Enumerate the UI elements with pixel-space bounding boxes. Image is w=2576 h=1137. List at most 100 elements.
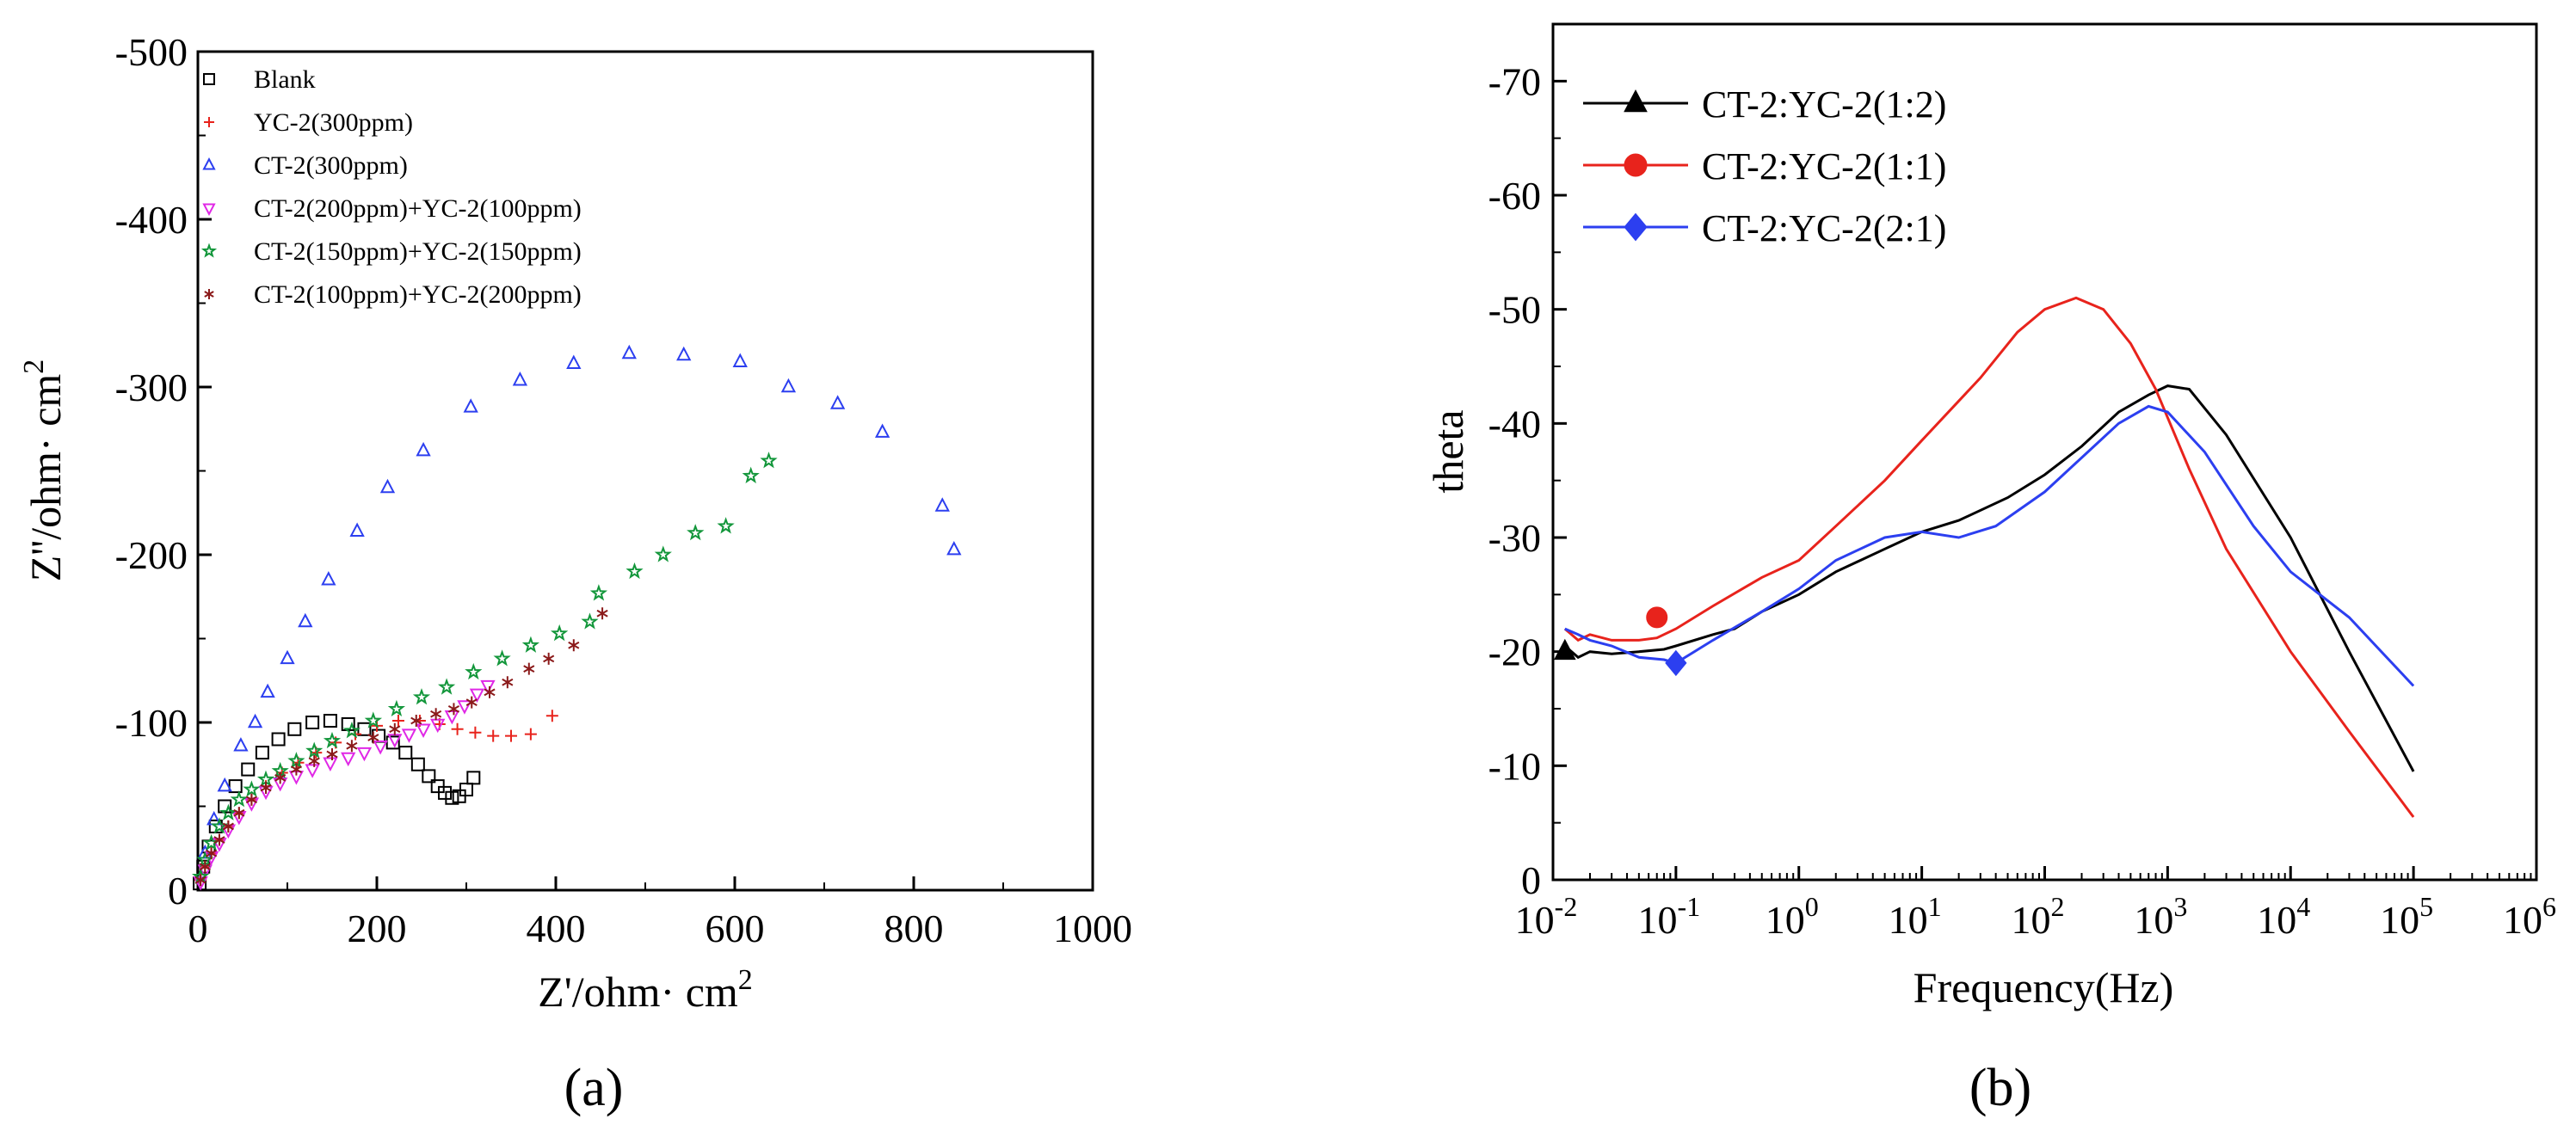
panel-b-ticks: 10-2 10-1 100 101 102 103 104 105 106 0 -10 -20 -30 -… xyxy=(1488,59,2556,942)
data-point xyxy=(621,344,637,360)
legend-label: CT-2:YC-2(1:1) xyxy=(1702,145,1946,187)
y-tick-label: -200 xyxy=(115,533,188,577)
x-tick-label: 200 xyxy=(348,907,407,950)
data-point xyxy=(687,524,705,541)
series-line xyxy=(1563,296,2415,818)
data-point xyxy=(342,722,361,739)
panel-b-plot-frame xyxy=(1551,22,2538,882)
data-point xyxy=(222,820,234,833)
data-point xyxy=(323,731,342,749)
data-point xyxy=(469,726,482,739)
data-point xyxy=(437,678,456,695)
legend-marker xyxy=(202,203,216,217)
data-point xyxy=(524,728,537,741)
panel-a: 0 200 400 600 800 1000 0 -100 -200 -300 -400 -500 B… xyxy=(18,30,1132,1117)
y-tick-label: -10 xyxy=(1488,744,1541,788)
data-point xyxy=(233,807,245,820)
legend-marker xyxy=(1624,89,1648,113)
data-point xyxy=(780,378,797,393)
data-point xyxy=(430,718,446,734)
data-point xyxy=(523,662,535,675)
legend-marker xyxy=(204,117,214,127)
data-point xyxy=(463,398,478,413)
data-point xyxy=(305,741,324,759)
data-point xyxy=(398,746,413,760)
legend-label: CT-2(200ppm)+YC-2(100ppm) xyxy=(254,194,582,223)
legend-label: CT-2:YC-2(2:1) xyxy=(1702,207,1946,249)
data-point xyxy=(457,700,472,715)
data-point xyxy=(356,747,373,762)
data-point xyxy=(280,649,295,665)
data-point xyxy=(194,874,206,887)
data-point xyxy=(373,741,388,755)
legend-label: CT-2(100ppm)+YC-2(200ppm) xyxy=(254,280,582,309)
data-point xyxy=(445,790,459,805)
data-point xyxy=(717,517,735,534)
series-3 xyxy=(197,344,962,859)
data-point xyxy=(298,612,313,628)
y-tick-label: -30 xyxy=(1488,516,1541,560)
data-point xyxy=(543,652,555,665)
panel-b-x-axis-label: Frequency(Hz) xyxy=(1914,963,2174,1011)
data-point xyxy=(230,790,249,808)
panel-a-ticks: 0 200 400 600 800 1000 0 -100 -200 -300 -400 -500 xyxy=(115,30,1132,950)
data-point xyxy=(410,715,422,728)
data-point xyxy=(946,540,962,556)
panel-b-data xyxy=(1554,296,2415,818)
data-point xyxy=(387,699,406,717)
data-point xyxy=(346,740,358,753)
x-tick-label: 104 xyxy=(2257,891,2310,942)
x-tick-label: 800 xyxy=(884,907,944,950)
data-point xyxy=(676,346,692,361)
y-tick-label: -50 xyxy=(1488,288,1541,332)
data-point xyxy=(874,423,891,438)
data-point xyxy=(364,711,383,728)
data-point xyxy=(326,748,338,761)
data-point xyxy=(228,779,243,794)
series-line xyxy=(1563,384,2415,772)
data-point xyxy=(545,710,558,722)
series-1 xyxy=(1554,384,2415,772)
panel-b-label: (b) xyxy=(1969,1059,2031,1117)
legend-label: CT-2:YC-2(1:2) xyxy=(1702,83,1946,126)
data-point xyxy=(568,639,580,652)
data-point xyxy=(206,847,218,860)
y-tick-label: -400 xyxy=(115,198,188,242)
data-point xyxy=(367,731,379,744)
data-point xyxy=(487,729,500,742)
data-point xyxy=(349,522,365,537)
data-point xyxy=(274,771,287,784)
y-tick-label: -60 xyxy=(1488,174,1541,218)
panel-a-data xyxy=(191,344,962,891)
data-point xyxy=(480,679,496,695)
data-point xyxy=(550,624,569,642)
data-point xyxy=(466,771,481,785)
legend-label: YC-2(300ppm) xyxy=(254,108,413,137)
data-point xyxy=(290,763,302,776)
y-tick-label: -20 xyxy=(1488,630,1541,674)
x-tick-label: 103 xyxy=(2134,891,2187,942)
legend-marker xyxy=(1624,212,1648,242)
data-point xyxy=(323,757,338,771)
y-tick-label: -40 xyxy=(1488,402,1541,446)
data-point xyxy=(247,713,263,728)
data-point xyxy=(199,860,211,873)
series-marker xyxy=(1554,638,1576,661)
panel-a-y-axis-label: Z''/ohm· cm2 xyxy=(18,360,70,582)
y-tick-label: -100 xyxy=(115,701,188,745)
data-point xyxy=(430,708,442,721)
data-point xyxy=(416,723,431,738)
x-tick-label: 100 xyxy=(1766,891,1819,942)
data-point xyxy=(484,685,496,698)
data-point xyxy=(305,716,320,729)
data-point xyxy=(245,793,257,806)
data-point xyxy=(321,571,336,586)
series-marker xyxy=(1665,649,1687,677)
y-tick-label: -70 xyxy=(1488,59,1541,103)
x-tick-label: 1000 xyxy=(1053,907,1132,950)
data-point xyxy=(934,497,950,512)
panel-b-y-axis-label: theta xyxy=(1424,409,1472,493)
x-tick-label: 101 xyxy=(1889,891,1942,942)
data-point xyxy=(217,777,232,792)
